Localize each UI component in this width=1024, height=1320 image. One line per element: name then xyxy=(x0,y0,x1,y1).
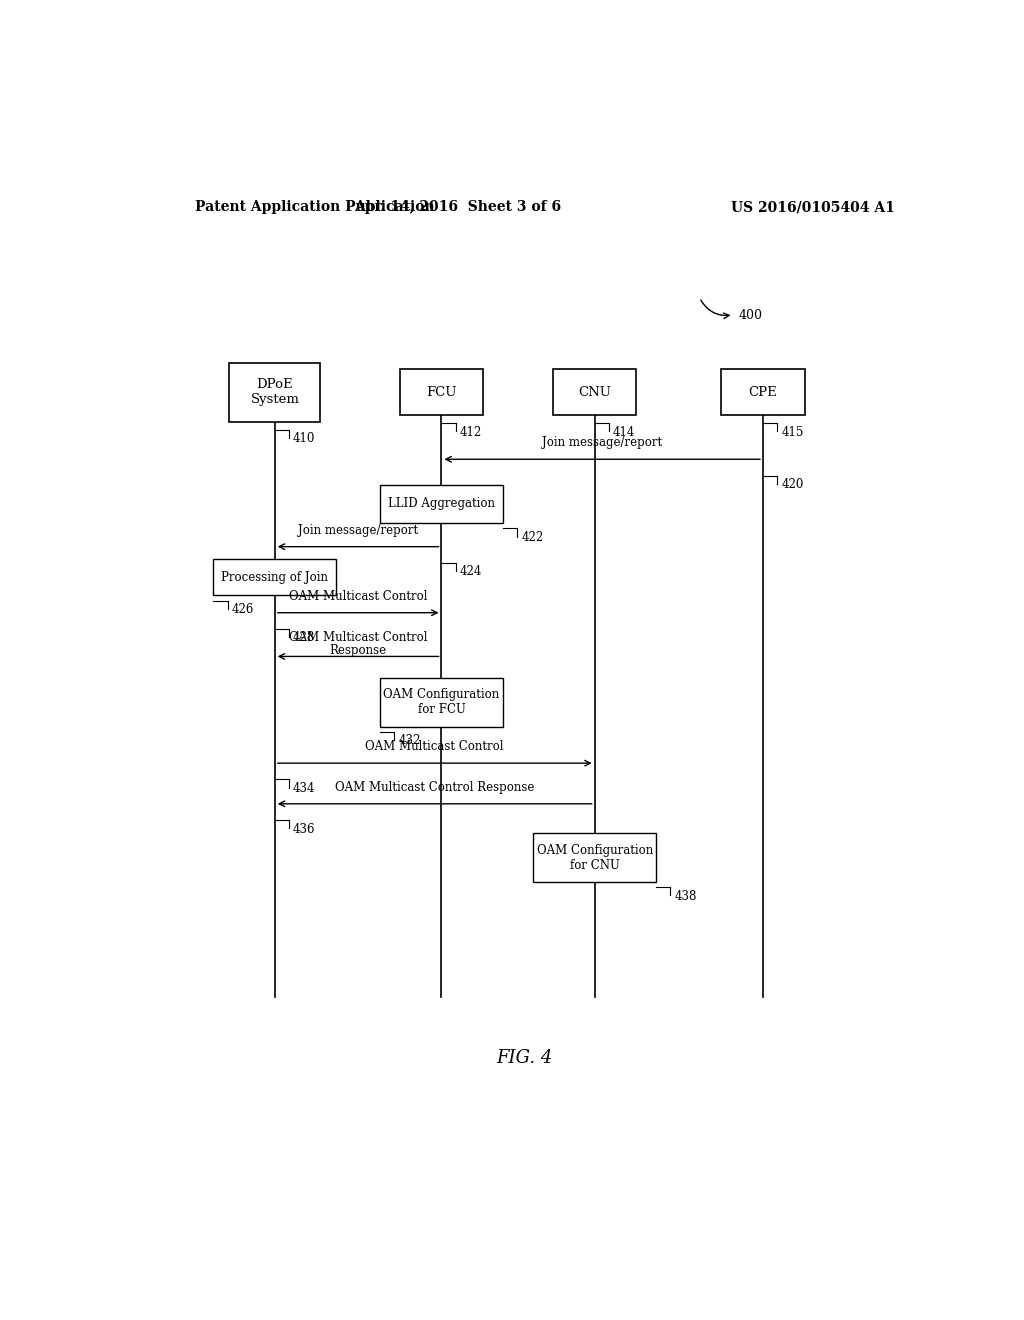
Text: 420: 420 xyxy=(781,478,804,491)
Text: 430: 430 xyxy=(460,681,482,694)
Bar xyxy=(380,484,503,523)
Bar xyxy=(721,370,805,414)
Text: 410: 410 xyxy=(293,432,315,445)
Text: OAM Multicast Control Response: OAM Multicast Control Response xyxy=(335,780,535,793)
Text: Apr. 14, 2016  Sheet 3 of 6: Apr. 14, 2016 Sheet 3 of 6 xyxy=(353,201,561,214)
Text: OAM Multicast Control: OAM Multicast Control xyxy=(366,741,504,752)
Bar xyxy=(229,363,321,421)
Text: 428: 428 xyxy=(293,631,315,644)
Text: CNU: CNU xyxy=(579,385,611,399)
Text: Processing of Join: Processing of Join xyxy=(221,570,329,583)
Bar xyxy=(553,370,636,414)
Text: Response: Response xyxy=(330,644,387,657)
Bar xyxy=(380,677,503,726)
Text: US 2016/0105404 A1: US 2016/0105404 A1 xyxy=(731,201,895,214)
Text: 412: 412 xyxy=(460,425,482,438)
Text: FCU: FCU xyxy=(426,385,457,399)
Text: OAM Multicast Control: OAM Multicast Control xyxy=(289,590,427,602)
Text: LLID Aggregation: LLID Aggregation xyxy=(388,498,495,511)
Text: OAM Configuration
for CNU: OAM Configuration for CNU xyxy=(537,843,652,871)
Text: 434: 434 xyxy=(293,781,315,795)
Bar xyxy=(213,558,336,595)
Text: 400: 400 xyxy=(739,309,763,322)
Text: Join message/report: Join message/report xyxy=(298,524,418,536)
Text: OAM Multicast Control: OAM Multicast Control xyxy=(289,631,427,644)
Text: 424: 424 xyxy=(460,565,482,578)
Text: FIG. 4: FIG. 4 xyxy=(497,1049,553,1067)
Text: Join message/report: Join message/report xyxy=(542,436,663,449)
Bar xyxy=(399,370,483,414)
Text: 436: 436 xyxy=(293,822,315,836)
Text: 415: 415 xyxy=(781,425,804,438)
Bar xyxy=(534,833,656,882)
Text: DPoE
System: DPoE System xyxy=(251,378,299,407)
Text: 438: 438 xyxy=(675,890,696,903)
Text: CPE: CPE xyxy=(749,385,777,399)
Text: 426: 426 xyxy=(231,603,254,616)
Text: 414: 414 xyxy=(613,425,635,438)
Text: OAM Configuration
for FCU: OAM Configuration for FCU xyxy=(383,688,500,717)
Text: Patent Application Publication: Patent Application Publication xyxy=(196,201,435,214)
Text: 422: 422 xyxy=(521,531,544,544)
Text: 432: 432 xyxy=(398,734,421,747)
